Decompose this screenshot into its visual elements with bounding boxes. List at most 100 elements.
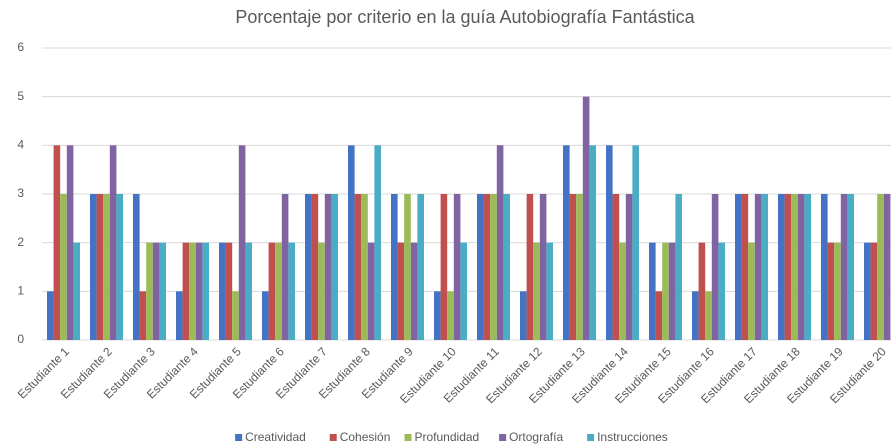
- bar: [404, 194, 411, 340]
- legend-label: Creatividad: [245, 430, 306, 444]
- bar: [754, 194, 762, 340]
- bar: [152, 242, 160, 340]
- bar: [483, 194, 491, 340]
- bar: [189, 242, 196, 340]
- bar: [784, 194, 792, 340]
- bar: [232, 291, 239, 340]
- legend-swatch: [329, 434, 337, 441]
- y-tick-label: 0: [17, 332, 24, 346]
- bar: [649, 242, 656, 340]
- bar: [718, 242, 725, 340]
- bar: [116, 194, 123, 340]
- y-tick-label: 1: [17, 284, 24, 298]
- bar: [73, 242, 80, 340]
- bar: [520, 291, 527, 340]
- bar: [354, 194, 362, 340]
- bar: [692, 291, 699, 340]
- bar: [305, 194, 312, 340]
- bar: [262, 291, 269, 340]
- chart-title: Porcentaje por criterio en la guía Autob…: [235, 7, 695, 27]
- bar: [546, 242, 553, 340]
- bar: [797, 194, 805, 340]
- bar: [60, 194, 67, 340]
- legend-label: Profundidad: [415, 430, 480, 444]
- bar: [331, 194, 338, 340]
- bar: [619, 242, 626, 340]
- bar: [367, 242, 375, 340]
- bar: [434, 291, 441, 340]
- bar: [705, 291, 712, 340]
- bar: [490, 194, 497, 340]
- y-tick-label: 6: [17, 40, 24, 54]
- bar: [324, 194, 332, 340]
- bar: [632, 145, 639, 340]
- bar: [735, 194, 742, 340]
- bar: [288, 242, 295, 340]
- bar: [146, 242, 153, 340]
- bar: [139, 291, 147, 340]
- bar: [761, 194, 768, 340]
- bar: [219, 242, 226, 340]
- bar: [318, 242, 325, 340]
- bar: [569, 194, 577, 340]
- bar: [496, 145, 504, 340]
- bar: [176, 291, 183, 340]
- bar: [447, 291, 454, 340]
- bar: [275, 242, 282, 340]
- bar: [397, 242, 405, 340]
- y-tick-label: 2: [17, 235, 24, 249]
- bar: [391, 194, 398, 340]
- bar: [238, 145, 246, 340]
- bar: [533, 242, 540, 340]
- bar: [748, 242, 755, 340]
- bar: [348, 145, 355, 340]
- bar: [374, 145, 381, 340]
- bar: [612, 194, 620, 340]
- legend-swatch: [404, 434, 412, 441]
- bar: [883, 194, 891, 340]
- bar: [410, 242, 418, 340]
- bar: [834, 242, 841, 340]
- y-tick-label: 5: [17, 89, 24, 103]
- bar: [847, 194, 854, 340]
- bar: [281, 194, 289, 340]
- bar: [202, 242, 209, 340]
- bar: [268, 242, 276, 340]
- bar: [311, 194, 319, 340]
- bar: [668, 242, 676, 340]
- legend-swatch: [587, 434, 595, 441]
- bar: [563, 145, 570, 340]
- bar: [182, 242, 190, 340]
- bar: [589, 145, 596, 340]
- bar: [840, 194, 848, 340]
- legend-swatch: [499, 434, 507, 441]
- bar: [66, 145, 74, 340]
- bar: [870, 242, 878, 340]
- bar: [460, 242, 467, 340]
- bar: [741, 194, 749, 340]
- bar: [225, 242, 233, 340]
- bar: [711, 194, 719, 340]
- bar: [133, 194, 140, 340]
- bar: [675, 194, 682, 340]
- y-tick-label: 3: [17, 186, 24, 200]
- legend-label: Ortografía: [509, 430, 563, 444]
- bar: [503, 194, 510, 340]
- bar: [477, 194, 484, 340]
- bar: [821, 194, 828, 340]
- legend-swatch: [235, 434, 243, 441]
- bar: [417, 194, 424, 340]
- legend-label: Cohesión: [340, 430, 391, 444]
- bar: [864, 242, 871, 340]
- bar: [361, 194, 368, 340]
- bar: [662, 242, 669, 340]
- bar: [90, 194, 97, 340]
- bar: [698, 242, 706, 340]
- bar: [778, 194, 785, 340]
- bar: [606, 145, 613, 340]
- bar: [109, 145, 117, 340]
- bar: [440, 194, 448, 340]
- bar: [576, 194, 583, 340]
- bar: [827, 242, 835, 340]
